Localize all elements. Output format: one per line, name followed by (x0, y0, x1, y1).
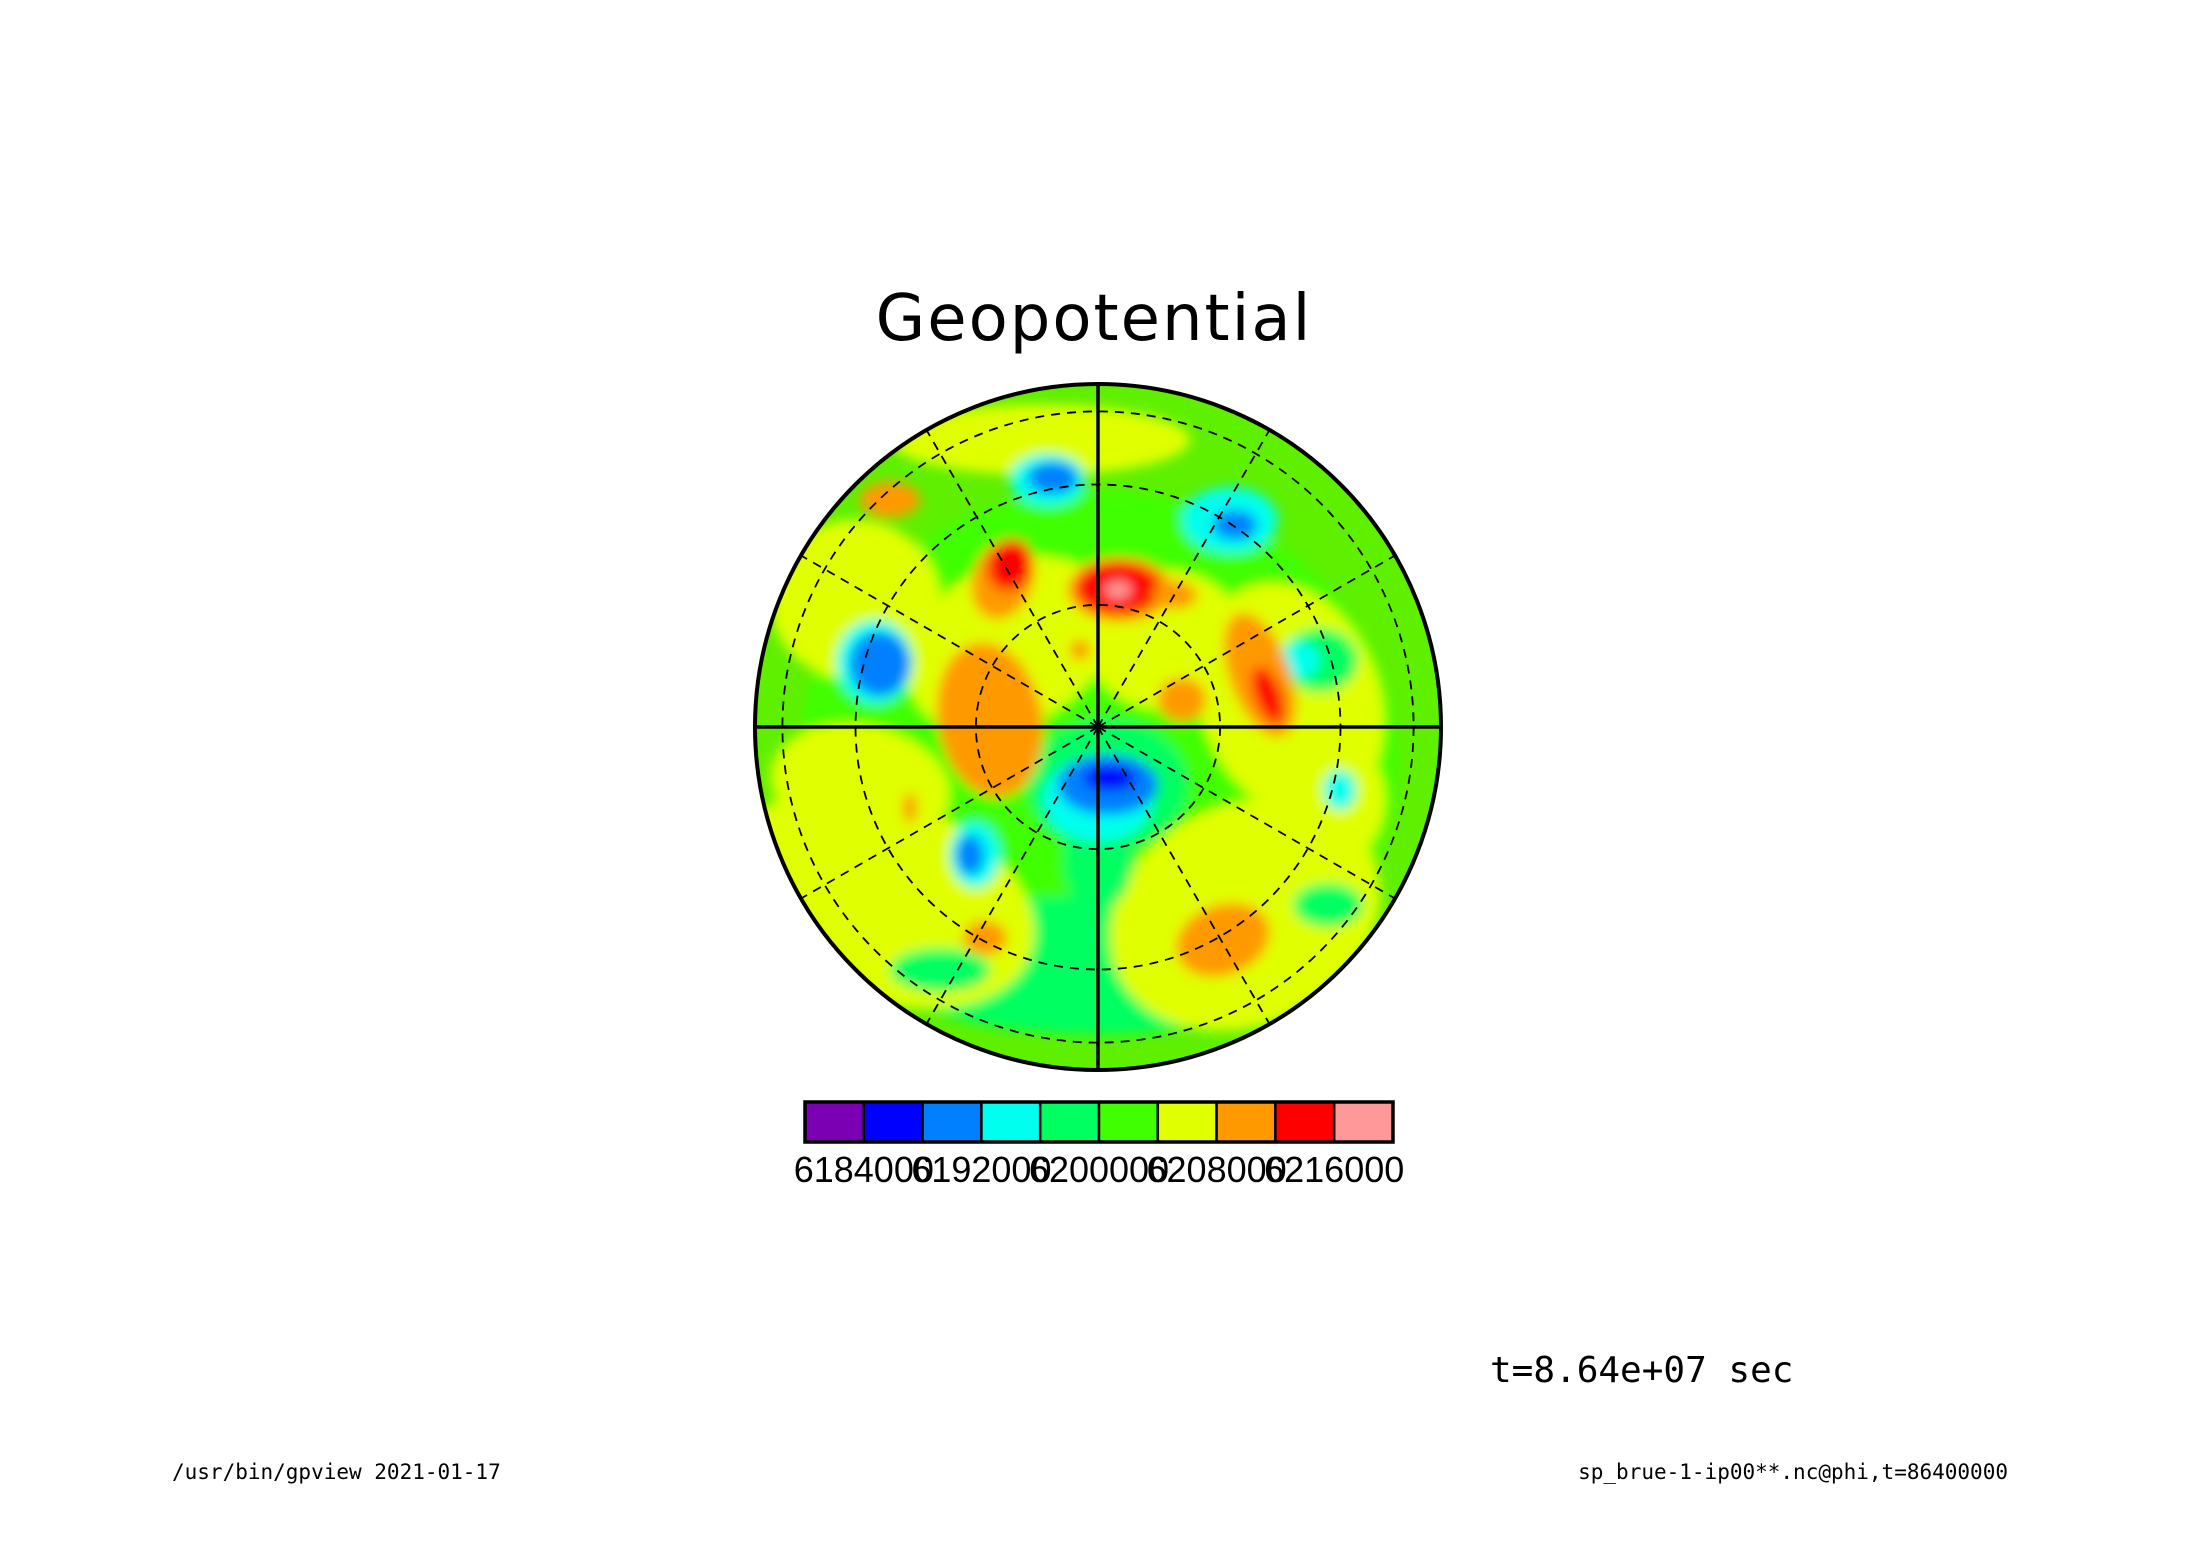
footer-program-date: /usr/bin/gpview 2021-01-17 (172, 1460, 501, 1484)
colorbar-swatch (1038, 1100, 1101, 1144)
contour-fill (1105, 581, 1131, 599)
time-label: t=8.64e+07 sec (1490, 1350, 1794, 1391)
contour-fill (1252, 666, 1284, 724)
colorbar-swatch (1215, 1100, 1277, 1144)
contour-fill (1324, 770, 1356, 810)
colorbar-swatch (1274, 1100, 1336, 1144)
contour-fill (890, 948, 990, 992)
colorbar-swatch (921, 1100, 983, 1144)
contour-fill (1213, 510, 1257, 540)
figure-title: Geopotential (875, 282, 1313, 356)
colorbar-tick-label: 6216000 (1264, 1149, 1404, 1190)
colorbar-swatch (862, 1100, 924, 1144)
contour-fill (956, 835, 984, 875)
contour-fill (978, 700, 1022, 760)
contour-fill (850, 632, 910, 696)
contour-fill (1084, 765, 1136, 791)
contour-fill (890, 405, 1190, 475)
map-border (753, 382, 1443, 1072)
colorbar-swatch (1332, 1100, 1395, 1144)
colorbar-swatch (803, 1100, 866, 1144)
map-disk (753, 382, 1443, 1072)
contour-fills (755, 405, 1398, 1035)
colorbar-swatch (1156, 1100, 1218, 1144)
contour-fill (1293, 883, 1363, 927)
footer-source: sp_brue-1-ip00**.nc@phi,t=86400000 (1578, 1460, 2008, 1484)
axis-lines (755, 384, 1441, 1070)
contour-fill (1158, 678, 1206, 722)
contour-fill (1070, 640, 1090, 660)
colorbar-swatch (980, 1100, 1042, 1144)
contour-fill (1280, 642, 1320, 678)
contour-fill (860, 482, 920, 518)
contour-fill (1255, 730, 1385, 870)
colorbar-frame (803, 1100, 1395, 1144)
contour-fill (1176, 903, 1270, 977)
contour-fill (987, 539, 1033, 591)
colorbar-tick-label: 6192000 (911, 1149, 1051, 1190)
colorbar-tick-label: 6200000 (1029, 1149, 1169, 1190)
contour-fill (903, 793, 917, 823)
colorbar-tick-label: 6184000 (794, 1149, 934, 1190)
contour-blob-group (755, 405, 1398, 1035)
colorbar-tick-label: 6208000 (1147, 1149, 1287, 1190)
colorbar-swatch (1097, 1100, 1160, 1144)
